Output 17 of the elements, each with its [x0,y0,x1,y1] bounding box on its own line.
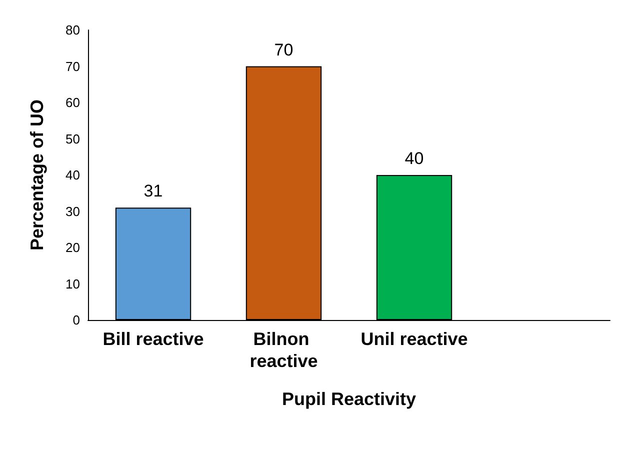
y-tick-label: 80 [66,22,80,38]
data-label: 31 [144,182,163,201]
x-tick-label: Unil reactive [360,329,468,349]
x-tick-label: Bilnon reactive [250,329,318,371]
x-tick-label: Bill reactive [102,329,204,349]
data-label: 40 [404,149,424,168]
y-tick-label: 50 [66,131,80,146]
y-tick-label: 40 [66,168,80,182]
y-tick-label: 10 [66,276,80,292]
x-axis-title: Pupil Reactivity [282,389,416,409]
data-label: 70 [274,40,294,60]
y-tick-label: 20 [66,240,80,255]
y-tick-label: 70 [66,58,80,74]
y-tick-label: 60 [66,95,80,110]
y-tick-label: 0 [72,312,80,328]
y-axis-title: Percentage of UO [27,99,47,251]
y-tick-label: 30 [66,204,80,219]
